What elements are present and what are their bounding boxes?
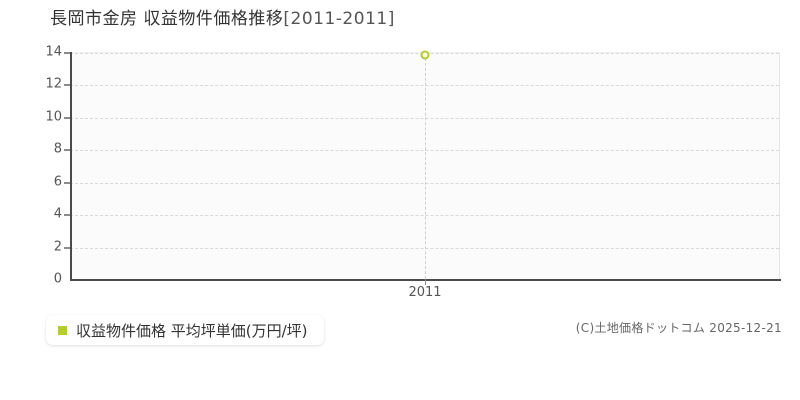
y-axis-tick-label: 6 xyxy=(53,174,62,190)
y-axis-tick-mark xyxy=(64,149,70,152)
legend-item-label: 収益物件価格 平均坪単価(万円/坪) xyxy=(76,321,308,340)
page-title: 長岡市金房 収益物件価格推移[2011-2011] xyxy=(50,7,395,31)
gridline-horizontal xyxy=(70,215,779,217)
gridline-horizontal xyxy=(70,85,779,87)
y-axis-tick-mark xyxy=(64,214,70,217)
data-point-marker[interactable] xyxy=(420,50,430,60)
y-axis-line xyxy=(70,52,72,280)
gridline-horizontal xyxy=(70,150,779,152)
chart-title-range: [2011-2011] xyxy=(283,9,395,29)
copyright-text: (C)土地価格ドットコム 2025-12-21 xyxy=(575,321,782,335)
y-axis-tick-label: 14 xyxy=(45,44,62,60)
gridline-vertical xyxy=(425,53,426,279)
y-axis-tick-label: 12 xyxy=(45,76,62,92)
y-axis-tick-label: 4 xyxy=(53,206,62,222)
gridline-horizontal xyxy=(70,117,779,119)
gridline-horizontal xyxy=(70,247,779,249)
plot-area xyxy=(70,52,780,279)
y-axis-labels: 0 2 4 6 8 10 12 14 xyxy=(0,0,62,400)
y-axis-tick-label: 8 xyxy=(53,141,62,157)
y-axis-tick-mark xyxy=(64,116,70,119)
y-axis-tick-label: 10 xyxy=(45,109,62,125)
chart-title-main: 長岡市金房 収益物件価格推移 xyxy=(50,9,284,29)
y-axis-tick-mark xyxy=(64,52,70,54)
y-axis-tick-mark xyxy=(64,246,70,249)
y-axis-tick-mark xyxy=(64,84,70,87)
legend-swatch-icon xyxy=(58,325,67,335)
y-axis-tick-mark xyxy=(64,181,70,184)
x-axis-tick-mark xyxy=(425,279,426,285)
gridline-horizontal xyxy=(70,182,779,184)
y-axis-tick-label: 2 xyxy=(53,239,62,255)
x-axis-tick-label: 2011 xyxy=(408,285,442,300)
y-axis-tick-label: 0 xyxy=(53,271,62,287)
chart-legend[interactable]: 収益物件価格 平均坪単価(万円/坪) xyxy=(46,315,324,345)
